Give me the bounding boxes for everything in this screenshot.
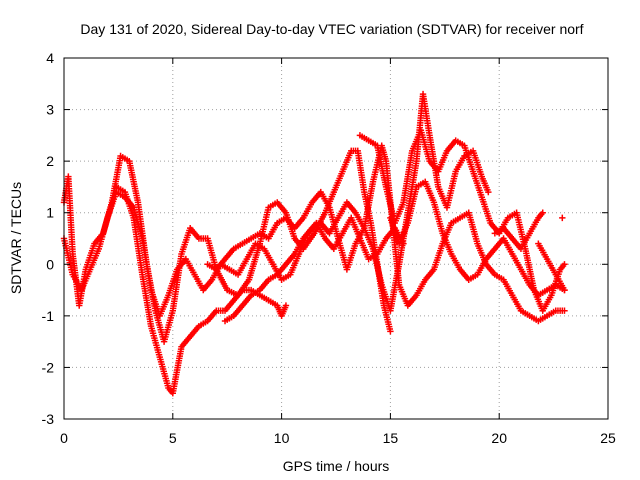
y-tick-label: 1: [46, 205, 54, 221]
x-tick-label: 20: [491, 430, 507, 446]
x-axis-label: GPS time / hours: [283, 458, 390, 474]
chart-title: Day 131 of 2020, Sidereal Day-to-day VTE…: [80, 21, 583, 37]
data-point: [561, 307, 568, 314]
y-tick-label: -2: [42, 359, 55, 375]
x-tick-label: 10: [274, 430, 290, 446]
axis-ticks: 0 5 10 15 20 25 -3 -2 -1 0 1 2 3 4: [42, 50, 616, 446]
data-point: [561, 261, 568, 268]
x-tick-label: 15: [383, 430, 399, 446]
y-tick-label: 4: [46, 50, 54, 66]
y-axis-label: SDTVAR / TECUs: [8, 182, 24, 294]
data-point: [485, 188, 492, 196]
y-tick-label: 3: [46, 102, 54, 118]
x-tick-label: 0: [60, 430, 68, 446]
data-point: [282, 302, 290, 309]
data-point: [561, 286, 568, 294]
plot-frame: [63, 57, 609, 420]
data-point: [387, 328, 394, 335]
y-tick-label: 0: [46, 256, 54, 272]
y-tick-label: -1: [42, 308, 55, 324]
data-point: [539, 209, 546, 216]
y-tick-label: 2: [46, 153, 54, 169]
y-tick-label: -3: [42, 411, 55, 427]
x-tick-label: 25: [600, 430, 616, 446]
x-tick-label: 5: [169, 430, 177, 446]
grid-lines: [64, 58, 608, 419]
data-point: [559, 214, 566, 222]
data-points: [60, 90, 568, 397]
